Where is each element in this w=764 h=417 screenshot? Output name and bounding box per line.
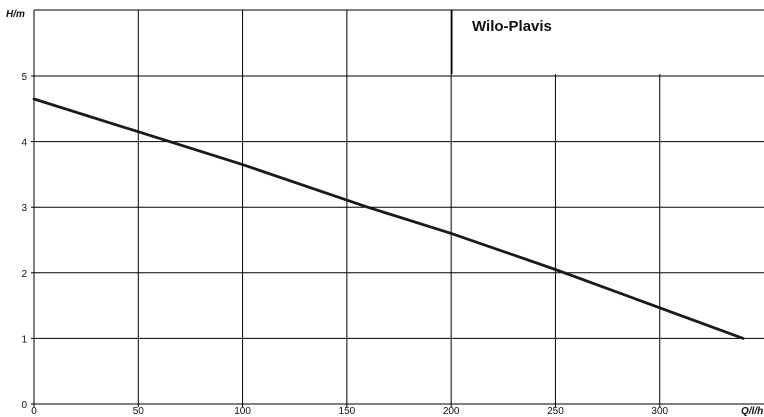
chart-title: Wilo-Plavis	[472, 18, 552, 35]
y-axis-label: H/m	[6, 9, 25, 20]
series-layer	[32, 97, 745, 340]
title-box-background	[452, 10, 764, 74]
y-tick-label: 2	[21, 269, 27, 280]
y-tick-label: 5	[21, 72, 27, 83]
x-tick-label: 150	[339, 406, 356, 417]
x-tick-label: 250	[547, 406, 564, 417]
x-tick-label: 100	[234, 406, 251, 417]
y-tick-label: 4	[21, 138, 27, 149]
x-tick-label: 50	[133, 406, 145, 417]
y-tick-label: 1	[21, 334, 27, 345]
tick-layer: 0 50 100 150 200 250 300 0 1 2 3 4 5	[21, 72, 668, 417]
x-tick-label: 300	[651, 406, 668, 417]
y-tick-label: 3	[21, 203, 27, 214]
x-axis-label: Q/l/h	[741, 406, 763, 417]
x-tick-label: 200	[443, 406, 460, 417]
grid-layer	[33, 9, 764, 405]
x-tick-label: 0	[31, 406, 37, 417]
pump-curve-line	[32, 97, 745, 340]
y-tick-label: 0	[21, 400, 27, 411]
